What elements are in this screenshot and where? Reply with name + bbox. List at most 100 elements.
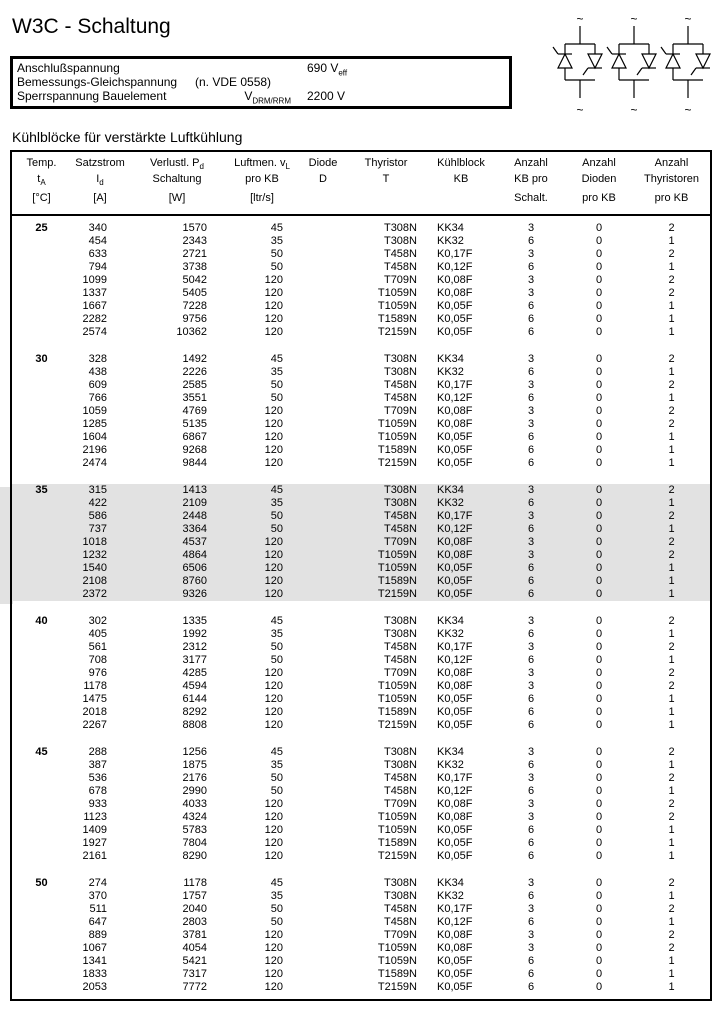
table-row: 511 2040 50 T458N K0,17F 3 0 2 [11, 903, 711, 916]
data-cell: 3 [527, 746, 535, 758]
data-cell: 2053 [82, 981, 107, 993]
data-cell [299, 523, 347, 536]
data-cell: 50 [270, 785, 283, 797]
data-cell: 1256 [182, 746, 207, 758]
spacer [11, 863, 711, 877]
data-cell [299, 968, 347, 981]
data-cell: 6 [527, 326, 535, 338]
data-cell: K0,08F [437, 274, 473, 286]
data-cell: 3 [527, 222, 535, 234]
data-cell: 6 [527, 706, 535, 718]
data-cell: T2159N [377, 588, 417, 600]
data-cell: K0,08F [437, 929, 473, 941]
data-cell: 1285 [82, 418, 107, 430]
data-cell: 3177 [182, 654, 207, 666]
data-cell: 1540 [82, 562, 107, 574]
data-cell: 0 [595, 549, 603, 561]
header-row: tA Id Schaltung pro KB D T KB KB pro Dioden Thyri… [11, 173, 711, 192]
data-cell: 0 [595, 942, 603, 954]
data-cell [299, 405, 347, 418]
data-cell: 6 [527, 654, 535, 666]
data-cell [299, 837, 347, 850]
data-cell: 1409 [82, 824, 107, 836]
temp-cell [11, 300, 71, 313]
spec-value: 2200 V [307, 89, 346, 103]
data-cell: T2159N [377, 981, 417, 993]
data-cell: 6 [527, 588, 535, 600]
data-cell: T308N [383, 366, 417, 378]
table-row: 2053 7772 120 T2159N K0,05F 6 0 1 [11, 981, 711, 994]
data-cell: T709N [383, 536, 417, 548]
temp-cell [11, 654, 71, 667]
temp-cell [11, 916, 71, 929]
table-row: 1475 6144 120 T1059N K0,05F 6 0 1 [11, 693, 711, 706]
data-cell [299, 326, 347, 339]
temp-cell: 50 [35, 877, 48, 889]
data-cell: 1 [668, 313, 675, 325]
data-cell: 0 [595, 248, 603, 260]
data-cell: 6 [527, 981, 535, 993]
data-cell: 0 [595, 654, 603, 666]
data-cell: 647 [88, 916, 107, 928]
temp-cell [11, 405, 71, 418]
data-cell: 0 [595, 811, 603, 823]
temp-cell [11, 523, 71, 536]
table-row: 1285 5135 120 T1059N K0,08F 3 0 2 [11, 418, 711, 431]
table-row: 25 340 1570 45 T308N KK34 3 0 2 [11, 222, 711, 235]
data-cell: 120 [264, 549, 283, 561]
data-cell: 50 [270, 641, 283, 653]
data-cell: 35 [270, 497, 283, 509]
data-cell: K0,12F [437, 392, 473, 404]
table-row: 2372 9326 120 T2159N K0,05F 6 0 1 [11, 588, 711, 601]
spacer [11, 339, 711, 353]
data-cell: 45 [270, 746, 283, 758]
table-row: 2108 8760 120 T1589N K0,05F 6 0 1 [11, 575, 711, 588]
data-cell: 3 [527, 287, 535, 299]
table-row: 933 4033 120 T709N K0,08F 3 0 2 [11, 798, 711, 811]
data-cell: 1 [668, 916, 675, 928]
data-cell: T308N [383, 484, 417, 496]
table-row: 370 1757 35 T308N KK32 6 0 1 [11, 890, 711, 903]
data-cell: T1059N [377, 549, 417, 561]
data-cell: T458N [383, 641, 417, 653]
data-cell: 35 [270, 759, 283, 771]
data-cell: 5135 [182, 418, 207, 430]
data-cell: 3551 [182, 392, 207, 404]
data-cell: 50 [270, 510, 283, 522]
data-cell: KK32 [437, 366, 464, 378]
data-cell [299, 850, 347, 863]
spec-label: Sperrspannung Bauelement [17, 89, 167, 103]
data-cell: 4864 [182, 549, 207, 561]
column-header: pro KB [582, 192, 616, 204]
table-row: 561 2312 50 T458N K0,17F 3 0 2 [11, 641, 711, 654]
table-row: 1341 5421 120 T1059N K0,05F 6 0 1 [11, 955, 711, 968]
data-cell: T1059N [377, 431, 417, 443]
data-cell: 4054 [182, 942, 207, 954]
spec-row-sperrspannung: Sperrspannung Bauelement VDRM/RRM 2200 V [17, 89, 505, 105]
data-cell: 0 [595, 719, 603, 731]
data-cell: K0,05F [437, 326, 473, 338]
spacer [11, 470, 711, 484]
table-row: 2196 9268 120 T1589N K0,05F 6 0 1 [11, 444, 711, 457]
data-cell: 288 [88, 746, 107, 758]
temp-cell [11, 785, 71, 798]
data-cell: T1059N [377, 680, 417, 692]
data-cell: 120 [264, 457, 283, 469]
data-cell [299, 497, 347, 510]
data-cell: 9756 [182, 313, 207, 325]
data-cell: T308N [383, 615, 417, 627]
data-cell: 6 [527, 693, 535, 705]
data-cell: 0 [595, 824, 603, 836]
data-cell: KK34 [437, 353, 464, 365]
temp-cell [11, 719, 71, 732]
data-cell: 3 [527, 641, 535, 653]
table-row: 766 3551 50 T458N K0,12F 6 0 1 [11, 392, 711, 405]
column-header: Dioden [581, 173, 617, 185]
data-cell: K0,17F [437, 510, 473, 522]
data-cell: 3 [527, 798, 535, 810]
data-cell: 1 [668, 261, 675, 273]
data-cell: 1123 [83, 811, 107, 823]
data-cell: 1341 [82, 955, 107, 967]
data-cell: 387 [88, 759, 107, 771]
temp-block-40: 40 302 1335 45 T308N KK34 3 0 2 405 1992 35 T308N KK3… [11, 615, 711, 732]
